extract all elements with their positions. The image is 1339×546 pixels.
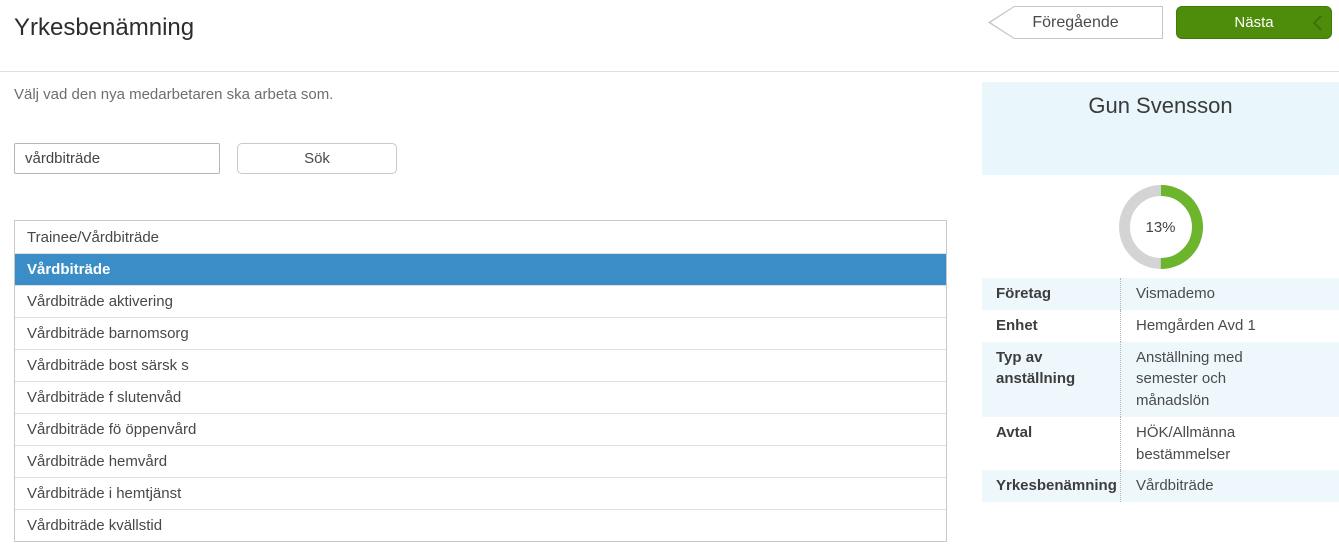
occupation-row[interactable]: Vårdbiträde f slutenvåd [15, 381, 946, 413]
employee-summary-sidebar: Gun Svensson 13% Företag Vismademo Enhet… [982, 72, 1339, 542]
summary-row: Företag Vismademo [982, 278, 1339, 310]
summary-label: Företag [996, 285, 1052, 302]
summary-value: HÖK/Allmänna bestämmelser [1120, 416, 1302, 471]
employee-name-panel: Gun Svensson [982, 82, 1339, 175]
summary-value: Vismademo [1120, 278, 1302, 310]
previous-button-label: Föregående [990, 7, 1162, 38]
occupation-row[interactable]: Trainee/Vårdbiträde [27, 228, 160, 246]
summary-label: Enhet [996, 316, 1038, 334]
instruction-text: Välj vad den nya medarbetaren ska arbeta… [14, 86, 334, 103]
search-button[interactable]: Sök [237, 143, 397, 174]
page-title: Yrkesbenämning [14, 14, 195, 41]
next-button[interactable]: Nästa [1176, 6, 1332, 39]
occupation-row[interactable]: Vårdbiträde aktivering [15, 285, 946, 317]
main-content: Välj vad den nya medarbetaren ska arbeta… [0, 72, 1339, 542]
progress-ring-icon [1118, 185, 1203, 269]
occupation-row[interactable]: Vårdbiträde bost särsk s [15, 349, 946, 381]
occupation-row[interactable]: Vårdbiträde fö öppenvård [15, 413, 946, 445]
summary-value: Anställning med semester och månadslön [1120, 341, 1302, 417]
occupation-row[interactable]: Vårdbiträde barnomsorg [15, 317, 946, 349]
occupation-picker-panel: Välj vad den nya medarbetaren ska arbeta… [0, 72, 947, 542]
wizard-nav: Föregående Nästa [988, 6, 1332, 39]
summary-row: Enhet Hemgården Avd 1 [982, 309, 1339, 342]
progress-donut-wrap: 13% [982, 185, 1339, 269]
summary-label: Yrkesbenämning [996, 477, 1117, 495]
progress-donut: 13% [1118, 185, 1203, 269]
search-input[interactable] [14, 143, 220, 174]
previous-button[interactable]: Föregående [988, 6, 1163, 39]
summary-row: Avtal HÖK/Allmänna bestämmelser [982, 416, 1339, 471]
summary-value: Hemgården Avd 1 [1120, 309, 1302, 342]
occupation-row-selected[interactable]: Vårdbiträde [15, 253, 946, 285]
summary-table: Företag Vismademo Enhet Hemgården Avd 1 … [982, 278, 1339, 502]
summary-row: Typ av anställning Anställning med semes… [982, 341, 1339, 417]
occupation-row[interactable]: Vårdbiträde i hemtjänst [15, 477, 946, 509]
summary-label: Typ av anställning [996, 348, 1076, 388]
search-row: Sök [14, 143, 947, 174]
occupation-list: Trainee/Vårdbiträde Vårdbiträde Vårdbitr… [14, 220, 947, 542]
occupation-row[interactable]: Vårdbiträde hemvård [15, 445, 946, 477]
chevron-right-icon [1312, 14, 1329, 31]
next-button-label: Nästa [1234, 14, 1274, 31]
progress-percent: 13% [1145, 218, 1176, 236]
page-header: Yrkesbenämning Föregående Nästa [0, 0, 1339, 72]
summary-row: Yrkesbenämning Vårdbiträde [982, 470, 1339, 502]
summary-label: Avtal [996, 423, 1033, 441]
summary-value: Vårdbiträde [1120, 470, 1302, 502]
occupation-row[interactable]: Vårdbiträde kvällstid [15, 509, 946, 541]
employee-name: Gun Svensson [1088, 93, 1233, 118]
